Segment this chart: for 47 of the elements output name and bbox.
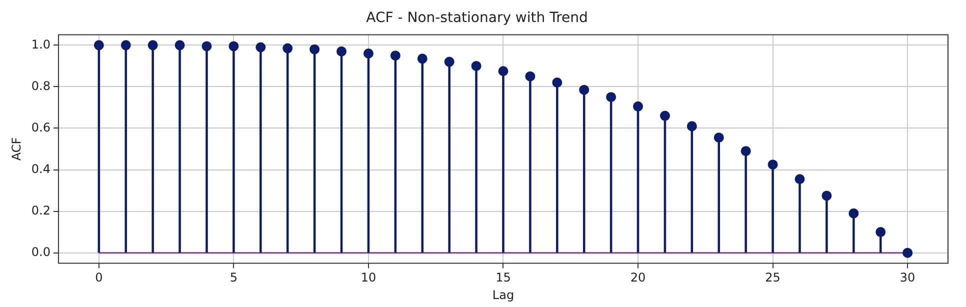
point — [471, 60, 482, 71]
point — [120, 40, 131, 50]
point — [363, 48, 374, 58]
x-tick-label: 25 — [765, 270, 780, 285]
point — [174, 40, 185, 50]
point — [94, 40, 104, 50]
y-tick-label: 0.6 — [31, 120, 50, 134]
point — [417, 54, 428, 64]
point — [768, 160, 778, 170]
chart-title: ACF - Non-stationary with Trend — [366, 10, 588, 26]
point — [552, 78, 562, 88]
point — [525, 71, 536, 82]
point — [633, 101, 644, 112]
point — [336, 46, 347, 56]
y-tick-label: 0.4 — [31, 162, 50, 176]
point — [498, 66, 508, 76]
point — [822, 190, 832, 201]
point — [390, 50, 400, 61]
point — [148, 40, 158, 50]
point — [714, 132, 724, 143]
point — [660, 110, 670, 121]
point — [282, 43, 293, 54]
y-tick-label: 1.0 — [31, 37, 50, 52]
point — [228, 41, 239, 52]
y-tick-label: 0.2 — [31, 203, 50, 218]
point — [606, 92, 616, 102]
point — [202, 41, 212, 52]
x-tick-label: 5 — [230, 270, 238, 285]
x-tick-label: 0 — [95, 270, 103, 285]
point — [256, 42, 266, 52]
point — [740, 146, 751, 156]
point — [848, 208, 859, 218]
point — [902, 248, 913, 258]
point — [876, 227, 886, 238]
y-tick-label: 0.0 — [31, 244, 50, 259]
point — [579, 84, 590, 95]
point — [794, 174, 805, 184]
x-tick-label: 20 — [630, 270, 646, 285]
x-tick-label: 30 — [900, 270, 916, 285]
point — [444, 56, 454, 67]
x-tick-label: 10 — [360, 270, 376, 285]
x-tick-label: 15 — [496, 270, 511, 285]
x-axis-title: Lag — [492, 288, 514, 302]
y-axis-title: ACF — [9, 137, 24, 161]
y-tick-label: 0.8 — [31, 78, 50, 93]
point — [310, 44, 320, 54]
point — [686, 121, 697, 132]
